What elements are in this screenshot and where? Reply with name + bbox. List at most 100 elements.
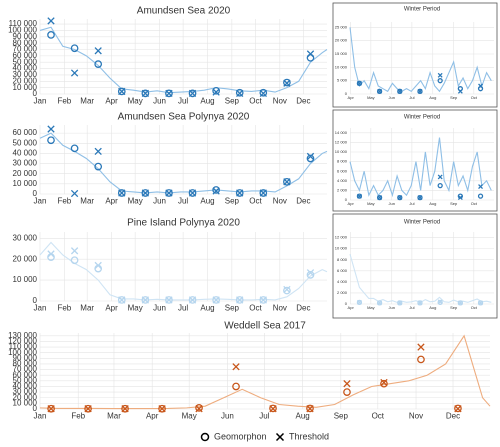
threshold-marker (437, 174, 443, 180)
x-tick-label: Jul (409, 95, 414, 100)
x-tick-label: Sep (225, 96, 240, 105)
threshold-marker (377, 88, 383, 94)
geomorphon-marker (141, 189, 150, 197)
geomorphon-marker (380, 379, 388, 388)
y-tick-label: 70 000 (13, 365, 38, 374)
y-tick-label: 25 000 (335, 24, 348, 29)
x-tick-label: Oct (372, 411, 385, 420)
x-tick-label: Oct (471, 201, 478, 206)
x-tick-label: Mar (107, 411, 121, 420)
y-tick-label: 10 000 (335, 64, 348, 69)
y-tick-label: 80 000 (13, 38, 38, 47)
y-tick-label: 12 000 (335, 235, 348, 240)
y-tick-label: 100 000 (8, 26, 37, 35)
y-tick-label: 0 (345, 197, 348, 202)
y-tick-label: 60 000 (13, 370, 38, 379)
x-tick-label: Apr (146, 411, 159, 420)
x-tick-label: Jul (409, 305, 414, 310)
y-tick-label: 10 000 (13, 179, 38, 188)
x-tick-label: Jul (178, 96, 188, 105)
geomorphon-marker (141, 296, 150, 304)
geomorphon-marker (437, 182, 443, 189)
x-tick-label: Jun (153, 196, 166, 205)
y-tick-label: 20 000 (13, 169, 38, 178)
geomorphon-marker (158, 404, 166, 413)
y-tick-label: 120 000 (8, 337, 37, 346)
x-tick-label: Aug (429, 95, 436, 100)
x-tick-label: Mar (80, 96, 94, 105)
geomorphon-marker (376, 300, 383, 306)
threshold-marker (259, 89, 267, 98)
data-line (349, 27, 492, 93)
y-tick-label: 0 (33, 404, 38, 413)
geomorphon-marker (70, 256, 79, 265)
geomorphon-marker (259, 189, 268, 197)
panel-title: Weddell Sea 2017 (224, 321, 306, 332)
threshold-marker (47, 17, 55, 25)
threshold-marker (377, 300, 383, 306)
x-tick-label: Jun (388, 305, 394, 310)
y-tick-label: 40 000 (13, 382, 38, 391)
panel-title: Pine Island Polynya 2020 (127, 218, 240, 229)
x-tick-label: Jul (409, 201, 414, 206)
threshold-marker (457, 195, 463, 201)
geomorphon-marker (235, 189, 244, 197)
x-tick-label: Feb (57, 196, 71, 205)
threshold-marker (195, 405, 203, 413)
y-tick-label: 20 000 (335, 38, 348, 43)
threshold-marker (306, 50, 315, 58)
x-tick-label: Sep (450, 95, 458, 100)
x-tick-label: Dec (446, 411, 460, 420)
x-tick-label: Jan (34, 303, 47, 312)
x-tick-label: Jun (221, 411, 234, 420)
y-tick-label: 110 000 (9, 342, 38, 351)
geomorphon-marker (283, 286, 291, 295)
x-tick-label: Aug (200, 96, 214, 105)
y-tick-label: 30 000 (13, 387, 38, 396)
geomorphon-marker (141, 89, 150, 98)
x-tick-label: Sep (334, 411, 349, 420)
x-tick-label: May (367, 305, 375, 310)
threshold-marker (397, 300, 403, 306)
geomorphon-marker (417, 194, 423, 201)
x-tick-label: Apr (105, 303, 118, 312)
y-tick-label: 10 000 (13, 398, 38, 407)
threshold-marker (47, 250, 55, 258)
threshold-marker (165, 296, 173, 304)
y-tick-label: 5 000 (337, 78, 348, 83)
y-tick-label: 2 000 (337, 187, 348, 192)
threshold-marker (457, 300, 463, 306)
threshold-marker (70, 189, 79, 198)
legend-symbol (200, 432, 210, 442)
geomorphon-marker (283, 177, 291, 186)
threshold-marker (259, 189, 267, 197)
threshold-marker (417, 195, 423, 201)
threshold-marker (118, 87, 126, 96)
threshold-marker (478, 300, 484, 306)
x-tick-label: Mar (80, 303, 94, 312)
threshold-marker (158, 405, 166, 413)
y-tick-label: 50 000 (13, 376, 38, 385)
geomorphon-marker (121, 404, 129, 413)
threshold-marker (94, 47, 102, 55)
threshold-marker (121, 405, 129, 413)
x-tick-label: Dec (296, 96, 310, 105)
threshold-marker (343, 380, 351, 388)
threshold-marker (306, 152, 315, 161)
x-tick-label: Jun (153, 96, 166, 105)
threshold-marker (212, 88, 220, 96)
x-tick-label: Apr (105, 96, 118, 105)
x-tick-label: Feb (71, 411, 85, 420)
threshold-marker (356, 299, 362, 305)
y-tick-label: 90 000 (13, 32, 38, 41)
geomorphon-marker (188, 189, 197, 197)
x-tick-label: Jul (259, 411, 269, 420)
threshold-marker (269, 405, 277, 413)
threshold-marker (94, 147, 102, 156)
geomorphon-marker (343, 388, 351, 396)
y-tick-label: 40 000 (13, 64, 38, 73)
threshold-marker (457, 88, 463, 94)
threshold-marker (283, 79, 291, 87)
x-tick-label: Feb (57, 96, 71, 105)
panel-title: Amundsen Sea Polynya 2020 (118, 112, 250, 123)
